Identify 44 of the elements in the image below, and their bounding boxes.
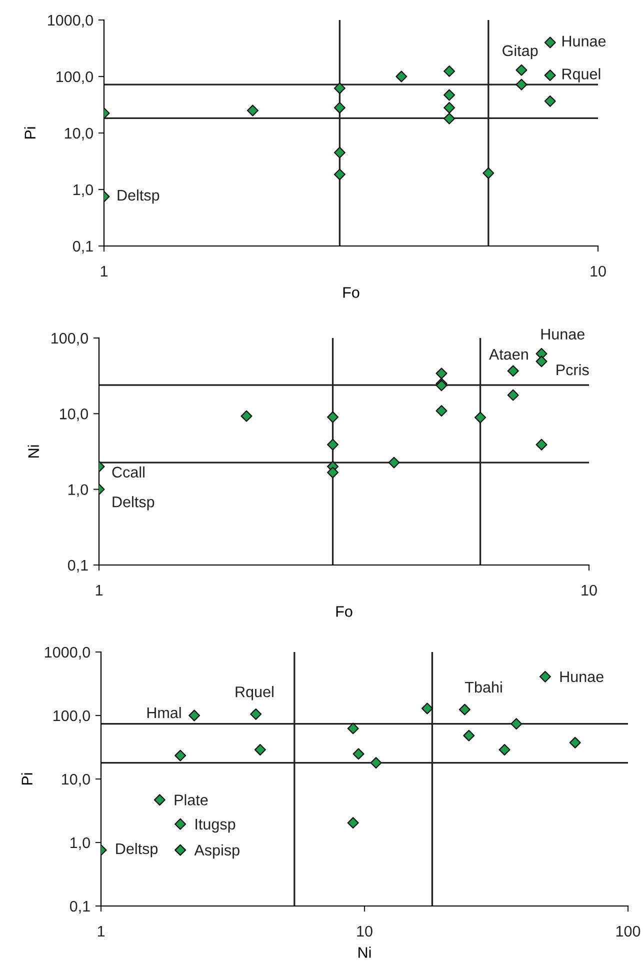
annotation: Deltsp	[118, 189, 160, 204]
x-tick-label: 10	[590, 266, 606, 277]
annotation: Deltsp	[116, 842, 158, 858]
y-axis-title: Ni	[28, 445, 39, 458]
y-tick-label: 100,0	[52, 332, 88, 346]
annotation: Hunae	[541, 328, 584, 340]
annotation: Gitap	[502, 44, 538, 60]
y-tick-label: 1000,0	[48, 14, 93, 28]
x-axis-title: Fo	[343, 287, 360, 298]
annotation: Hunae	[560, 671, 604, 682]
x-tick-label: 10	[582, 584, 597, 596]
annotation: Rquel	[562, 68, 600, 82]
x-tick-label: 1	[96, 585, 103, 596]
annotation: Aspisp	[194, 844, 240, 859]
y-axis-title: Pi	[24, 127, 36, 139]
y-tick-label: 10,0	[62, 774, 90, 786]
x-axis-title: Fo	[336, 606, 352, 617]
y-tick-label: 10,0	[65, 128, 93, 140]
y-tick-label: 1,0	[70, 837, 90, 850]
y-tick-label: 0,1	[68, 560, 88, 572]
y-tick-label: 1,0	[74, 184, 93, 197]
annotation: Pcris	[556, 364, 589, 376]
y-tick-label: 1,0	[68, 484, 88, 497]
y-tick-label: 10,0	[60, 408, 88, 422]
x-tick-label: 10	[357, 926, 372, 937]
x-axis-title: Ni	[358, 946, 371, 958]
y-tick-label: 0,1	[70, 900, 90, 914]
x-tick-label: 100	[616, 926, 640, 937]
y-tick-label: 1000,0	[45, 646, 90, 660]
annotation: Hmal	[147, 706, 181, 718]
annotation: Rquel	[236, 686, 274, 700]
y-tick-label: 100,0	[56, 71, 93, 84]
y-axis-title: Pi	[21, 773, 32, 785]
y-tick-label: 0,1	[72, 240, 93, 254]
y-tick-label: 100,0	[54, 710, 90, 723]
annotation: Ataen	[489, 349, 528, 360]
annotation: Ccall	[112, 466, 144, 478]
annotation: Deltsp	[112, 496, 154, 510]
annotation: Plate	[174, 794, 208, 806]
annotation: Hunae	[562, 36, 606, 47]
annotation: Itugsp	[196, 818, 236, 833]
x-tick-label: 1	[100, 266, 108, 277]
annotation: Tbahi	[465, 681, 502, 693]
x-tick-label: 1	[98, 926, 105, 937]
